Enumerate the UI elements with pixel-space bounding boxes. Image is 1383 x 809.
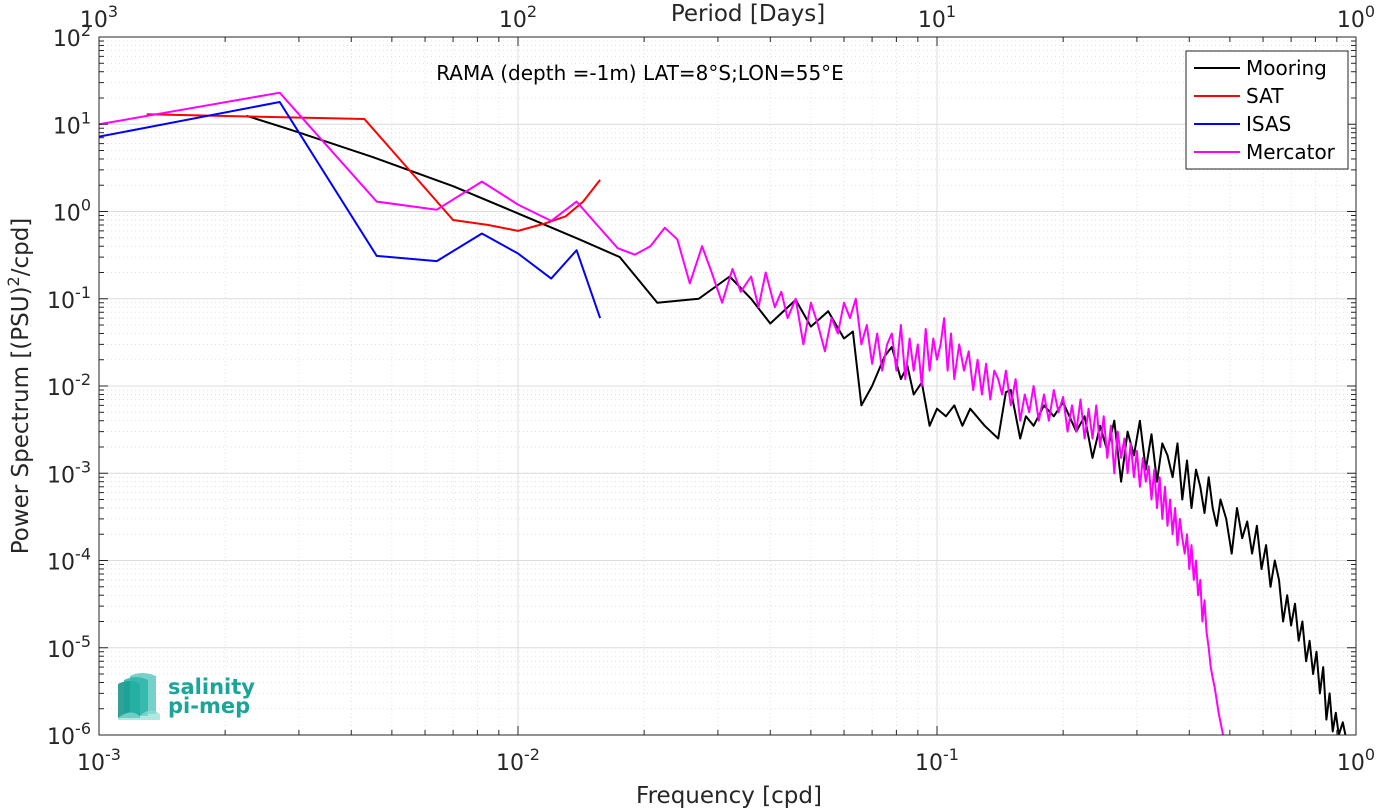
y-tick-label: 10-3	[47, 457, 91, 488]
legend: Mooring SAT ISAS Mercator	[1185, 50, 1349, 170]
x2-tick-label: 101	[918, 2, 956, 33]
x2-tick-label: 102	[499, 2, 537, 33]
y-tick-labels: 10-6 10-5 10-4 10-3 10-2 10-1 100 101 102	[47, 21, 91, 750]
y-tick-label: 10-1	[47, 283, 91, 314]
y-tick-label: 10-5	[47, 632, 91, 663]
x-tick-label: 100	[1337, 745, 1375, 776]
x-tick-label: 10-2	[496, 745, 540, 776]
chart-title: RAMA (depth =-1m) LAT=8°S;LON=55°E	[436, 61, 844, 85]
x-tick-label: 10-1	[915, 745, 959, 776]
legend-label-sat: SAT	[1246, 84, 1284, 108]
axis-ticks	[98, 36, 1357, 736]
y-tick-label: 10-4	[47, 545, 91, 576]
legend-label-isas: ISAS	[1246, 112, 1291, 136]
y-tick-label: 100	[53, 196, 91, 227]
x-tick-label: 10-3	[77, 745, 121, 776]
x2-tick-label: 103	[80, 2, 118, 33]
y-tick-label: 10-2	[47, 370, 91, 401]
legend-label-mercator: Mercator	[1246, 140, 1336, 164]
x2-axis-label: Period [Days]	[671, 1, 825, 27]
y-tick-label: 10-6	[47, 719, 91, 750]
legend-box	[1185, 50, 1349, 170]
logo-text-pi-mep: pi-mep	[168, 694, 250, 718]
series-group	[99, 91, 1347, 735]
x-axis-label: Frequency [cpd]	[636, 783, 822, 809]
logo-text-salinity: salinity	[168, 675, 255, 699]
series-line-sat	[146, 113, 601, 232]
series-line-isas	[99, 101, 602, 319]
series-line-mercator	[99, 91, 1224, 735]
y-tick-label: 101	[53, 108, 91, 139]
minor-grid	[99, 37, 1356, 735]
legend-label-mooring: Mooring	[1246, 56, 1327, 80]
logo-mark	[118, 673, 160, 720]
top-x-tick-labels: 103 102 101 100	[80, 2, 1375, 33]
y-tick-label: 102	[53, 21, 91, 52]
salinity-pi-mep-logo: salinity pi-mep	[118, 673, 255, 720]
y-axis-label: Power Spectrum [(PSU)2/cpd]	[4, 218, 34, 555]
series-line-mooring	[246, 114, 1347, 735]
x-tick-labels: 10-3 10-2 10-1 100	[77, 745, 1375, 776]
x2-tick-label: 100	[1337, 2, 1375, 33]
